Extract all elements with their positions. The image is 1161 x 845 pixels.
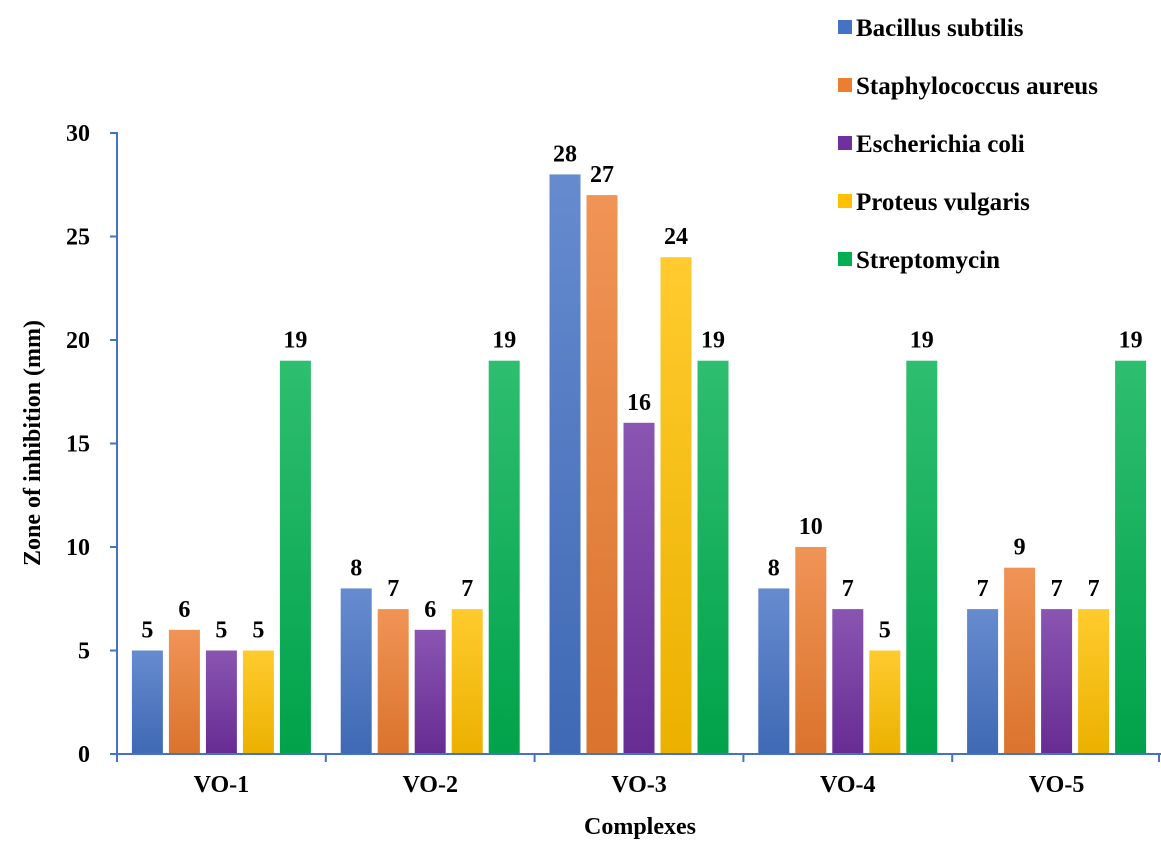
legend-swatch [838, 252, 852, 266]
bar [758, 588, 790, 754]
bars-layer [131, 174, 1147, 755]
category-label: VO-4 [820, 772, 876, 798]
bar [205, 650, 237, 754]
bar [586, 195, 618, 755]
bar [832, 609, 864, 754]
bar [906, 360, 938, 754]
legend-swatch [838, 136, 852, 150]
category-label: VO-3 [611, 772, 667, 798]
y-tick-label: 10 [66, 535, 90, 561]
data-label: 7 [387, 576, 399, 602]
bar [451, 609, 483, 754]
ticks-layer: 0 5 10 15 20 25 30 VO-1 VO-2 VO-3 VO-4 VO-5 [66, 121, 1160, 798]
data-label: 9 [1014, 535, 1026, 561]
legend-label: Streptomycin [856, 247, 1000, 274]
data-label: 27 [590, 162, 614, 188]
data-label: 7 [842, 576, 854, 602]
bar [1004, 567, 1036, 754]
data-label: 19 [492, 328, 516, 354]
bar [242, 650, 274, 754]
bar [623, 422, 655, 754]
data-label: 5 [141, 618, 153, 644]
y-tick-label: 15 [66, 432, 90, 458]
data-label: 19 [910, 328, 934, 354]
legend: Bacillus subtilis Staphylococcus aureus Es… [838, 15, 1098, 274]
data-label: 5 [215, 618, 227, 644]
legend-label: Staphylococcus aureus [856, 73, 1098, 100]
data-label: 7 [1088, 576, 1100, 602]
category-label: VO-5 [1029, 772, 1085, 798]
legend-swatch [838, 20, 852, 34]
bar [488, 360, 520, 754]
category-label: VO-1 [194, 772, 250, 798]
bar [869, 650, 901, 754]
bar [1115, 360, 1147, 754]
legend-label: Bacillus subtilis [856, 15, 1024, 42]
y-tick-label: 20 [66, 328, 90, 354]
legend-label: Escherichia coli [856, 131, 1025, 158]
data-label: 7 [977, 576, 989, 602]
bar [1041, 609, 1073, 754]
data-label: 19 [701, 328, 725, 354]
data-label: 5 [879, 618, 891, 644]
legend-swatch [838, 194, 852, 208]
bar [660, 257, 692, 754]
category-label: VO-2 [402, 772, 458, 798]
legend-swatch [838, 78, 852, 92]
y-axis-title: Zone of inhibition (mm) [20, 320, 46, 566]
data-label: 8 [350, 555, 362, 581]
y-tick-label: 30 [66, 121, 90, 147]
data-label: 19 [1119, 328, 1143, 354]
bar [340, 588, 372, 754]
data-label: 7 [1051, 576, 1063, 602]
data-label: 7 [461, 576, 473, 602]
data-label: 5 [252, 618, 264, 644]
bar [967, 609, 999, 754]
data-label: 6 [424, 597, 436, 623]
y-tick-label: 5 [78, 639, 90, 665]
data-label: 8 [768, 555, 780, 581]
bar [1078, 609, 1110, 754]
data-label: 10 [799, 514, 823, 540]
data-label: 28 [553, 141, 577, 167]
y-tick-label: 0 [78, 742, 90, 768]
x-axis-title: Complexes [584, 814, 696, 840]
bar [549, 174, 581, 754]
data-label: 6 [178, 597, 190, 623]
bar [131, 650, 163, 754]
legend-label: Proteus vulgaris [856, 189, 1030, 216]
data-label: 16 [627, 390, 651, 416]
data-label: 19 [283, 328, 307, 354]
y-tick-label: 25 [66, 225, 90, 251]
bar [168, 629, 200, 754]
bar [697, 360, 729, 754]
bar [414, 629, 446, 754]
bar [279, 360, 311, 754]
bar [795, 547, 827, 754]
bar [377, 609, 409, 754]
data-label: 24 [664, 224, 688, 250]
